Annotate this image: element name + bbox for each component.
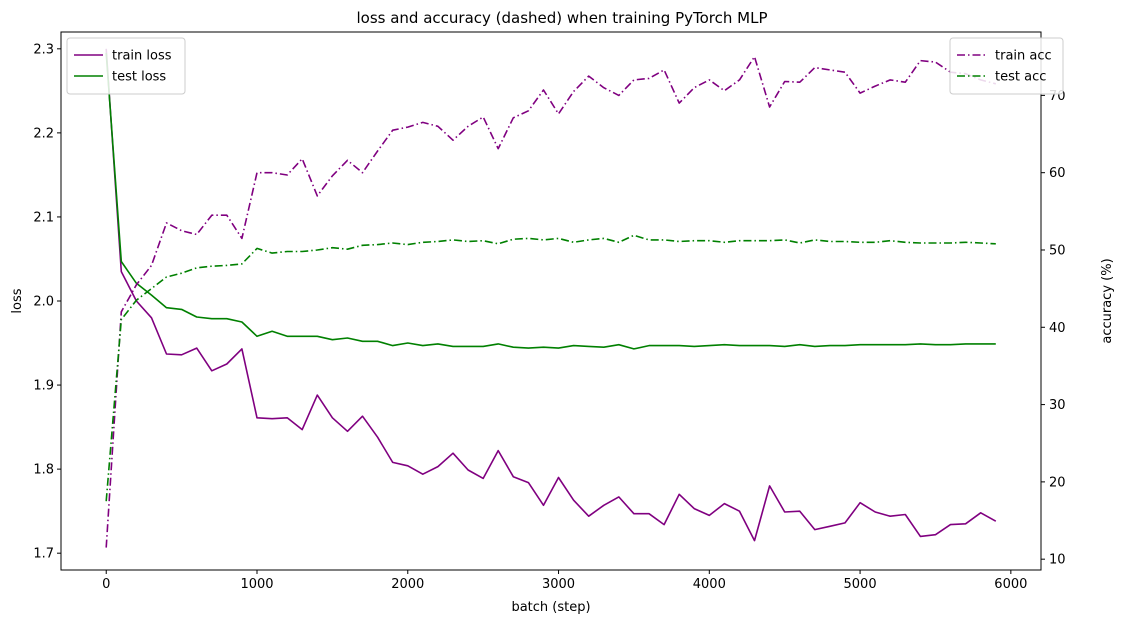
legend-label: test acc [995,70,1046,85]
y2-tick-label: 10 [1049,553,1066,568]
y2-tick-label: 50 [1049,243,1066,258]
x-tick-label: 4000 [693,577,726,592]
y2-tick-label: 20 [1049,475,1066,490]
x-tick-label: 0 [102,577,110,592]
y-tick-label: 2.2 [33,126,54,141]
plot-frame [60,31,1042,571]
legend-label: train loss [112,49,172,64]
y-tick-label: 2.0 [33,295,54,310]
y2-tick-label: 30 [1049,398,1066,413]
y2-axis-label: accuracy (%) [1100,258,1115,343]
legend-right: train acc test acc [949,37,1064,95]
y2-tick-label: 40 [1049,321,1066,336]
y-axis-label: loss [10,288,25,313]
x-tick-label: 5000 [844,577,877,592]
y-tick-label: 1.9 [33,379,54,394]
series-line-test-acc [105,234,996,502]
legend-box [949,37,1064,95]
series-line-test-loss [105,52,996,350]
y2-tick-label: 60 [1049,166,1066,181]
series-line-train-loss [105,48,997,542]
legend-left: train loss test loss [66,37,186,95]
x-tick-label: 6000 [994,577,1027,592]
axis-layer: 0 1000 2000 3000 4000 5000 6000 1.7 1.8 1.9 2.0 2.1… [33,42,1065,592]
y-tick-label: 1.7 [33,547,54,562]
y-tick-label: 2.1 [33,210,54,225]
x-tick-label: 3000 [542,577,575,592]
x-tick-label: 2000 [391,577,424,592]
x-axis-label: batch (step) [511,600,590,615]
series-line-train-acc [105,55,997,548]
chart-title: loss and accuracy (dashed) when training… [356,9,767,27]
y-tick-label: 1.8 [33,463,54,478]
legend-label: train acc [995,49,1052,64]
legend-box [66,37,186,95]
series-layer [105,48,997,548]
x-tick-label: 1000 [240,577,273,592]
legend-label: test loss [112,70,166,85]
y-tick-label: 2.3 [33,42,54,57]
